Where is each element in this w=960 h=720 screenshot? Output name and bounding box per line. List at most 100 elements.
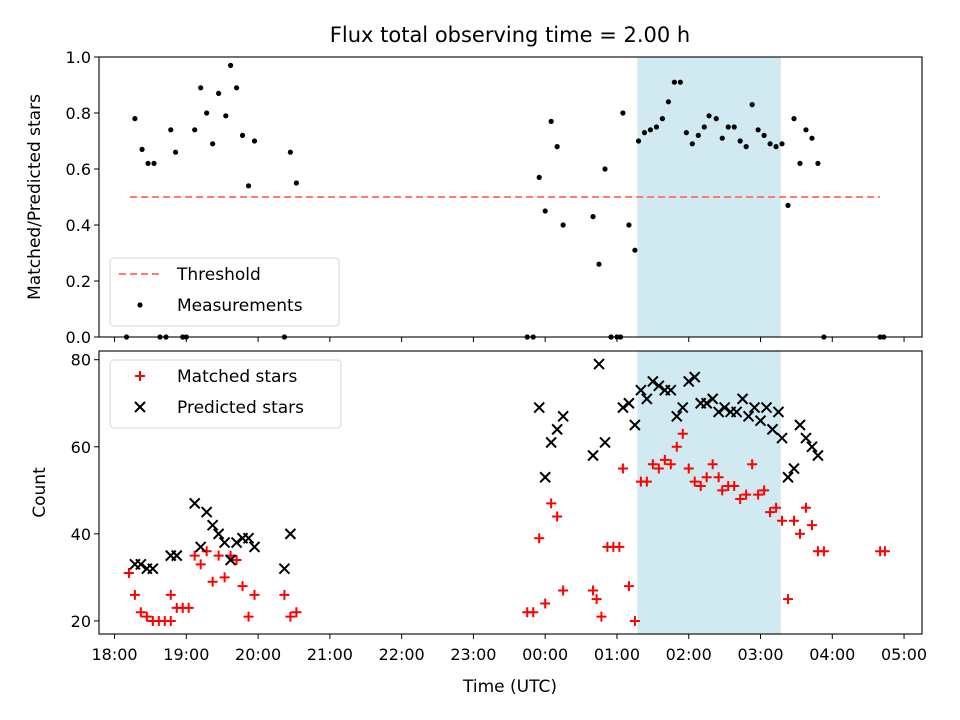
data-point [815,160,821,166]
data-point [632,247,638,253]
data-point [742,410,755,423]
data-point [809,135,815,141]
x-tick-label: 21:00 [307,645,353,664]
data-point [767,141,773,147]
data-point [800,432,812,444]
data-point [635,384,647,396]
data-point [677,79,683,85]
figure-title: Flux total observing time = 2.00 h [330,23,690,47]
x-tick-label: 18:00 [91,645,137,664]
data-point [788,462,800,475]
data-point [719,135,725,141]
data-point [800,502,811,513]
data-point [665,459,676,470]
data-point [227,62,234,68]
data-point [683,463,694,474]
data-point [772,406,785,418]
x-tick-label: 03:00 [737,645,783,664]
data-point [701,472,712,483]
data-point [777,515,788,526]
data-point [653,463,664,474]
x-tick-label: 02:00 [666,645,712,664]
data-point [659,454,670,465]
data-point [713,116,719,122]
data-point [779,141,785,147]
series-measurements [123,62,887,340]
legend-marker [137,302,143,308]
legend-label: Threshold [176,265,261,285]
y-tick-label: 1.0 [66,48,91,67]
data-point [171,549,183,562]
x-tick-label: 22:00 [379,645,425,664]
data-point [278,562,291,575]
data-point [647,375,659,388]
y-tick-label: 0.0 [66,328,91,347]
data-point [653,124,660,130]
data-point [233,85,240,91]
legend: Matched stars Predicted stars [109,359,342,429]
data-point [623,397,635,409]
data-point [683,130,689,136]
data-point [548,118,554,124]
data-point [195,559,206,570]
data-point [183,602,194,613]
data-point [747,459,758,470]
axes-frame [98,56,923,338]
data-point [789,515,800,526]
data-point [741,489,752,500]
data-point [230,536,243,549]
highlight-span [637,351,781,634]
data-point [794,419,806,431]
data-point [291,607,302,618]
data-point [123,568,134,579]
data-point [165,615,176,626]
data-point [242,532,255,544]
data-point [879,546,890,557]
data-point [725,124,731,130]
data-point [557,410,569,423]
data-point [200,506,213,518]
data-point [536,174,542,180]
data-point [540,598,551,609]
data-point [207,576,218,587]
data-point [737,138,743,144]
data-point [551,423,563,436]
x-tick-label: 00:00 [522,645,568,664]
data-point [224,554,237,566]
data-point [794,528,805,539]
data-point [766,423,779,436]
data-point [754,414,767,427]
data-point [731,124,737,130]
legend-marker [134,401,146,413]
data-point [534,533,545,544]
x-tick-label: 05:00 [881,645,927,664]
data-point [192,127,198,133]
data-point [749,102,755,108]
data-point [132,116,138,122]
data-point [147,562,159,575]
data-point [700,397,713,409]
data-point [617,401,629,414]
data-point [653,380,665,392]
data-point [245,183,252,189]
data-point [243,611,254,622]
data-point [783,594,794,605]
data-point [771,502,782,513]
bottom-panel: 20 40 60 80 18:00 19:00 20:00 21:00 22:00 23:00 00… [30,350,927,664]
data-point [706,113,712,119]
data-point [135,558,147,571]
data-point [647,127,654,133]
data-point [717,485,728,496]
data-point [539,471,551,483]
data-point [552,511,563,522]
data-point [591,594,602,605]
data-point [596,611,607,622]
data-point [713,472,724,483]
x-tick-label: 19:00 [163,645,209,664]
data-point [665,384,677,396]
data-point [782,471,794,483]
data-point [602,166,608,172]
data-point [231,554,242,565]
x-tick-label: 04:00 [809,645,855,664]
data-point [785,202,791,208]
